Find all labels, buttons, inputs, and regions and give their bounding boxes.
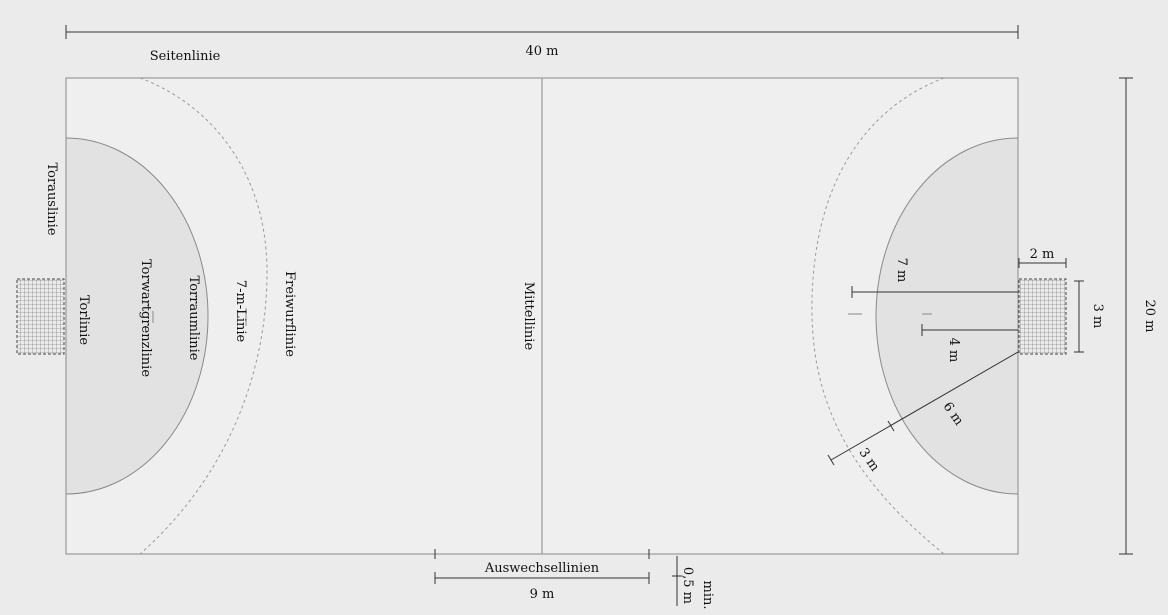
label-siebenmeterlinie: 7-m-Linie (233, 280, 248, 343)
dim-substitution-label: 9 m (530, 587, 555, 602)
dim-diagonal-line (830, 351, 1019, 461)
dim-goal-depth-label: 2 m (1030, 247, 1055, 262)
goal-area-right (875, 137, 1019, 495)
dim-min-half-label: 0,5 m (680, 567, 695, 604)
label-seitenlinie: Seitenlinie (150, 49, 221, 64)
dim-length-label: 40 m (525, 44, 558, 59)
dim-diagonal-tick-3m (827, 454, 835, 466)
label-torraumlinie: Torraumlinie (186, 276, 201, 361)
substitution-label: Auswechsellinien (484, 561, 600, 576)
free-throw-line-right (811, 77, 945, 555)
goal-right (1018, 278, 1067, 355)
goal-area-left (65, 137, 209, 495)
goal-left (16, 278, 65, 355)
dim-diagonal-tick-6m (887, 420, 895, 432)
label-mittellinie: Mittellinie (521, 282, 536, 351)
dim-four-m-label: 4 m (946, 338, 961, 363)
dim-width-label: 20 m (1142, 299, 1157, 332)
dim-min-label: min. (700, 581, 715, 610)
label-torlinie: Torlinie (76, 295, 91, 346)
label-torwartgrenzlinie: Torwartgrenzlinie (138, 259, 153, 377)
dim-goal-width-label: 3 m (1090, 304, 1105, 329)
label-torauslinie: Torauslinie (44, 162, 59, 235)
dim-seven-m-label: 7 m (894, 258, 909, 283)
label-freiwurflinie: Freiwurflinie (282, 271, 297, 357)
